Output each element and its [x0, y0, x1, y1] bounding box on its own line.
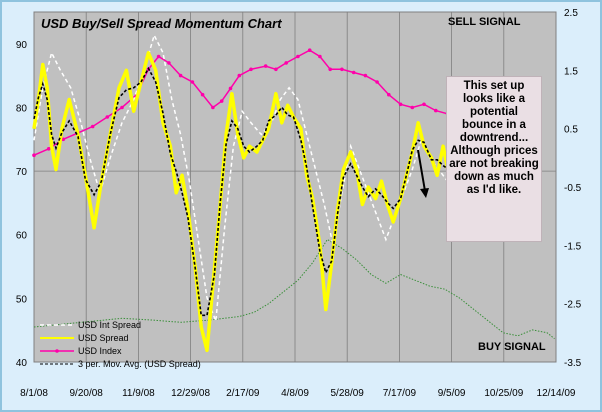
annotation-note: This set up looks like a potential bounc…: [446, 76, 542, 242]
y-right-tick-label: 0.5: [564, 125, 578, 136]
point-usd-index: [263, 64, 268, 68]
chart-title: USD Buy/Sell Spread Momentum Chart: [41, 16, 282, 31]
y-left-tick-label: 60: [16, 231, 28, 242]
point-usd-index: [363, 73, 368, 78]
y-left-tick-label: 40: [16, 358, 28, 369]
point-usd-index: [296, 54, 300, 59]
point-usd-index: [318, 54, 322, 59]
point-usd-index: [274, 67, 278, 72]
point-usd-index: [32, 153, 36, 157]
point-usd-index: [307, 48, 312, 52]
point-usd-index: [387, 92, 391, 97]
x-tick-label: 4/8/09: [281, 388, 309, 399]
y-right-tick-label: 1.5: [564, 66, 578, 77]
point-usd-index: [211, 105, 215, 110]
point-usd-index: [178, 73, 183, 78]
point-usd-index: [228, 86, 233, 91]
series-line-green: [33, 238, 555, 340]
legend: USD Int Spread USD Spread USD Index 3 pe…: [40, 320, 201, 369]
y-left-tick-label: 90: [16, 40, 28, 51]
y-left-tick-label: 50: [16, 294, 28, 305]
point-usd-index: [434, 108, 438, 113]
point-usd-index: [249, 67, 253, 72]
point-usd-index: [156, 54, 161, 59]
point-usd-index: [167, 61, 171, 65]
buy-signal-label: BUY SIGNAL: [478, 341, 546, 353]
x-tick-label: 5/28/09: [331, 388, 365, 399]
x-tick-label: 12/14/09: [537, 388, 576, 399]
x-tick-label: 9/20/08: [70, 388, 104, 399]
point-usd-index: [200, 92, 205, 97]
x-tick-label: 10/25/09: [484, 388, 523, 399]
x-tick-label: 9/5/09: [438, 388, 466, 399]
legend-spread: USD Spread: [78, 333, 129, 343]
point-usd-index: [340, 67, 344, 72]
point-usd-index: [190, 80, 195, 84]
arrow-icon: [417, 149, 429, 198]
series-line-usd-int-spread: [33, 33, 456, 322]
point-usd-index: [61, 137, 66, 142]
point-usd-index: [351, 70, 356, 75]
y-right-tick-label: 2.5: [564, 8, 578, 19]
legend-int-spread: USD Int Spread: [78, 320, 141, 330]
x-tick-label: 11/9/08: [122, 388, 155, 399]
y-left-tick-label: 80: [16, 103, 28, 114]
legend-mov-avg: 3 per. Mov. Avg. (USD Spread): [78, 359, 201, 369]
point-usd-index: [46, 147, 51, 151]
point-usd-index: [90, 124, 95, 129]
point-usd-index: [105, 115, 110, 119]
y-right-tick-label: -3.5: [564, 358, 582, 369]
sell-signal-label: SELL SIGNAL: [448, 16, 521, 28]
point-usd-index: [237, 73, 242, 78]
y-right-tick-label: -0.5: [564, 183, 582, 194]
point-usd-index: [284, 61, 289, 65]
y-right-tick-label: -1.5: [564, 241, 582, 252]
x-tick-label: 12/29/08: [171, 388, 210, 399]
point-usd-index: [328, 67, 333, 72]
series-line-mov-avg: [33, 66, 456, 317]
y-left-tick-label: 70: [16, 167, 28, 178]
tick-labels: 8/1/08 9/20/08 11/9/08 12/29/08 2/17/09 4/8/0…: [16, 8, 582, 399]
point-usd-index: [410, 105, 415, 110]
x-tick-label: 2/17/09: [226, 388, 260, 399]
point-usd-index: [375, 80, 379, 84]
point-usd-index: [219, 99, 224, 103]
x-tick-label: 7/17/09: [383, 388, 417, 399]
point-usd-index: [120, 105, 124, 110]
point-usd-index: [398, 102, 403, 107]
legend-marker-index: [55, 349, 59, 353]
series-lines: [32, 33, 555, 353]
x-tick-label: 8/1/08: [20, 388, 48, 399]
point-usd-index: [422, 102, 426, 107]
y-right-tick-label: -2.5: [564, 300, 582, 311]
legend-index: USD Index: [78, 346, 122, 356]
